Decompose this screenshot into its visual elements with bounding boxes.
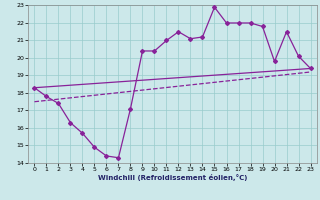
X-axis label: Windchill (Refroidissement éolien,°C): Windchill (Refroidissement éolien,°C) <box>98 174 247 181</box>
